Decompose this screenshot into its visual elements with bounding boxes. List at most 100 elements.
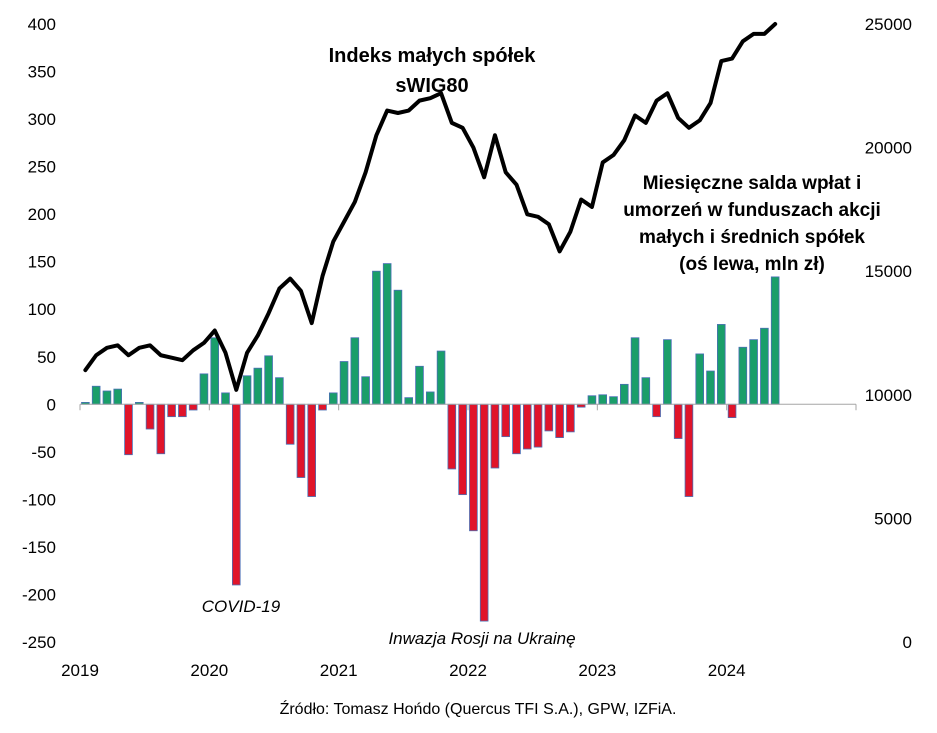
x-tick-label: 2019 bbox=[61, 661, 99, 680]
bar bbox=[285, 403, 295, 445]
x-tick-label: 2023 bbox=[578, 661, 616, 680]
bar bbox=[307, 403, 316, 497]
bar bbox=[717, 324, 726, 405]
bar-annotation-line-2: umorzeń w funduszach akcji bbox=[623, 200, 881, 221]
chart-title-line-2: sWIG80 bbox=[395, 75, 468, 97]
bar bbox=[490, 403, 500, 469]
left-tick-label: 250 bbox=[28, 158, 56, 177]
bar bbox=[382, 263, 392, 405]
bar-annotation-line-4: (oś lewa, mln zł) bbox=[679, 254, 825, 275]
bar bbox=[210, 337, 219, 405]
left-tick-label: -150 bbox=[22, 538, 56, 557]
bar bbox=[609, 396, 618, 405]
bar bbox=[275, 377, 284, 405]
bar bbox=[145, 403, 155, 430]
right-tick-label: 0 bbox=[903, 633, 912, 652]
x-tick-label: 2022 bbox=[449, 661, 487, 680]
bar bbox=[770, 276, 780, 405]
bar bbox=[469, 403, 478, 532]
source-note: Źródło: Tomasz Hońdo (Quercus TFI S.A.),… bbox=[280, 699, 677, 718]
bar bbox=[598, 394, 608, 405]
bar bbox=[512, 403, 521, 455]
bar bbox=[501, 403, 510, 438]
bar bbox=[124, 403, 133, 456]
bar bbox=[264, 355, 273, 405]
bar bbox=[350, 337, 360, 405]
right-tick-label: 5000 bbox=[874, 509, 912, 528]
bar bbox=[695, 353, 705, 405]
bar bbox=[339, 361, 349, 405]
bar bbox=[156, 403, 166, 455]
covid-annotation: COVID-19 bbox=[202, 597, 281, 616]
bar bbox=[113, 388, 122, 405]
bar bbox=[760, 327, 769, 405]
bar bbox=[102, 390, 112, 405]
right-tick-label: 25000 bbox=[865, 15, 912, 34]
bar-annotation-line-1: Miesięczne salda wpłat i bbox=[643, 173, 862, 194]
bar bbox=[447, 403, 457, 470]
right-tick-label: 10000 bbox=[865, 386, 912, 405]
bar bbox=[231, 403, 241, 586]
bar bbox=[458, 403, 467, 496]
bar bbox=[544, 403, 554, 432]
bar bbox=[242, 375, 252, 405]
bar bbox=[415, 365, 424, 405]
right-tick-label: 15000 bbox=[865, 262, 912, 281]
left-tick-label: -200 bbox=[22, 585, 56, 604]
bar bbox=[372, 270, 381, 405]
bar bbox=[663, 339, 672, 405]
bar bbox=[404, 397, 413, 405]
bar bbox=[188, 403, 198, 411]
left-tick-label: 300 bbox=[28, 110, 56, 129]
left-tick-label: 50 bbox=[37, 348, 56, 367]
right-axis-ticks: 25000 20000 15000 10000 5000 0 bbox=[865, 15, 912, 652]
bar bbox=[361, 376, 370, 405]
bar bbox=[167, 403, 176, 418]
bar bbox=[738, 346, 748, 405]
x-tick-label: 2020 bbox=[190, 661, 228, 680]
x-tick-label: 2024 bbox=[708, 661, 746, 680]
bar-series bbox=[81, 263, 780, 622]
bar bbox=[221, 392, 230, 405]
left-tick-label: 350 bbox=[28, 63, 56, 82]
bar bbox=[587, 395, 597, 405]
left-tick-label: 400 bbox=[28, 15, 56, 34]
bar bbox=[684, 403, 694, 497]
bar bbox=[199, 373, 209, 405]
left-axis-ticks: 400 350 300 250 200 150 100 50 0 -50 -100 -150 -200 -… bbox=[22, 15, 56, 652]
left-tick-label: -100 bbox=[22, 490, 56, 509]
bar bbox=[555, 403, 564, 438]
bar bbox=[533, 403, 543, 448]
bar bbox=[673, 403, 683, 439]
x-tick-label: 2021 bbox=[320, 661, 358, 680]
left-tick-label: -250 bbox=[22, 633, 56, 652]
bar bbox=[566, 403, 575, 433]
bar bbox=[620, 383, 629, 405]
right-tick-label: 20000 bbox=[865, 139, 912, 158]
left-tick-label: 150 bbox=[28, 253, 56, 272]
bar bbox=[749, 339, 758, 405]
bar bbox=[296, 403, 306, 478]
bar bbox=[253, 367, 263, 405]
left-tick-label: -50 bbox=[31, 443, 56, 462]
bar bbox=[479, 403, 489, 622]
bar bbox=[425, 391, 435, 405]
bar bbox=[641, 377, 651, 405]
bar bbox=[436, 350, 446, 405]
bar bbox=[393, 289, 403, 405]
bar bbox=[706, 370, 715, 405]
bar bbox=[328, 392, 338, 405]
ukraine-annotation: Inwazja Rosji na Ukrainę bbox=[388, 629, 575, 648]
bar bbox=[727, 403, 737, 419]
bar-annotation-line-3: małych i średnich spółek bbox=[639, 227, 865, 248]
x-axis-ticks: 2019 2020 2021 2022 2023 2024 bbox=[61, 404, 857, 680]
bar bbox=[523, 403, 532, 450]
bar bbox=[318, 403, 327, 411]
left-tick-label: 0 bbox=[47, 395, 56, 414]
left-tick-label: 100 bbox=[28, 300, 56, 319]
swig80-line bbox=[83, 22, 778, 392]
left-tick-label: 200 bbox=[28, 205, 56, 224]
bar bbox=[178, 403, 187, 418]
